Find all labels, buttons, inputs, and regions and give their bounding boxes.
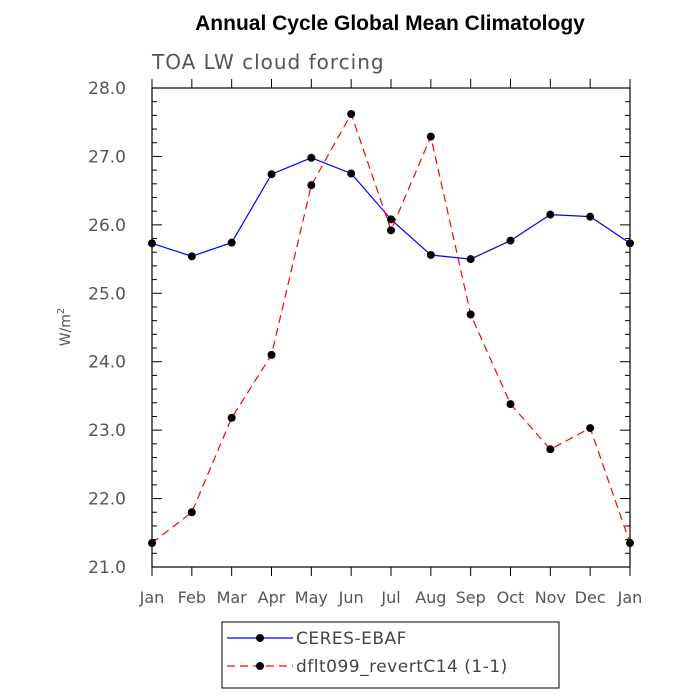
x-tick-label: Feb bbox=[178, 588, 206, 607]
series-1-point bbox=[466, 255, 475, 264]
legend-label-dflt: dflt099_revertC14 (1-1) bbox=[296, 657, 508, 677]
x-tick-label: Oct bbox=[497, 588, 525, 607]
series-layer bbox=[148, 110, 634, 548]
plot-frame bbox=[151, 87, 631, 568]
series-2-point bbox=[466, 310, 475, 319]
x-tick-label: Sep bbox=[456, 588, 486, 607]
series-2-point bbox=[426, 132, 435, 141]
y-tick-label: 26.0 bbox=[88, 216, 126, 236]
x-tick-label: Apr bbox=[258, 588, 286, 607]
chart-subtitle: TOA LW cloud forcing bbox=[151, 50, 385, 74]
series-1-point bbox=[148, 239, 156, 248]
series-2-point bbox=[626, 539, 634, 548]
series-2-point bbox=[307, 181, 316, 190]
y-tick-label: 27.0 bbox=[88, 147, 126, 167]
series-line-2 bbox=[151, 112, 631, 544]
series-2-point bbox=[187, 508, 196, 517]
axes bbox=[151, 79, 631, 576]
x-tick-label: Mar bbox=[217, 588, 248, 607]
x-tick-label: Jul bbox=[380, 588, 400, 607]
series-1-point bbox=[387, 215, 395, 224]
x-tick-label: Nov bbox=[535, 588, 566, 607]
series-1-point bbox=[586, 212, 595, 221]
series-2-point bbox=[586, 424, 595, 433]
series-1-point bbox=[426, 250, 435, 259]
y-tick-labels: 21.0 22.0 23.0 24.0 25.0 26.0 27.0 28.0 bbox=[88, 79, 126, 578]
x-tick-label: Jan bbox=[617, 588, 643, 607]
x-tick-label: Jan bbox=[139, 588, 165, 607]
y-tick-label: 25.0 bbox=[88, 284, 126, 304]
series-1-point bbox=[227, 238, 236, 247]
series-1-point bbox=[347, 169, 356, 178]
x-tick-label: Dec bbox=[575, 588, 606, 607]
series-2-point bbox=[227, 413, 236, 422]
legend-label-ceres: CERES-EBAF bbox=[296, 629, 407, 649]
y-axis-label: W/m2 bbox=[56, 308, 74, 347]
series-1-point bbox=[267, 170, 276, 179]
series-2-point bbox=[347, 110, 356, 119]
series-1-point bbox=[626, 239, 634, 248]
series-1-point bbox=[307, 153, 316, 162]
y-tick-label: 24.0 bbox=[88, 353, 126, 373]
legend-marker-ceres bbox=[256, 634, 264, 642]
x-tick-label: Aug bbox=[415, 588, 446, 607]
series-1-point bbox=[187, 252, 196, 261]
y-axis-label-superscript: 2 bbox=[56, 308, 67, 314]
legend-marker-dflt bbox=[256, 662, 264, 670]
series-line-1 bbox=[151, 157, 631, 260]
series-1-point bbox=[546, 210, 555, 219]
x-tick-labels: Jan Feb Mar Apr May Jun Jul Aug Sep Oct Nov Dec Jan bbox=[139, 588, 643, 607]
x-tick-label: May bbox=[295, 588, 328, 607]
y-tick-label: 22.0 bbox=[88, 490, 126, 510]
series-2-point bbox=[148, 539, 156, 548]
legend-box bbox=[221, 621, 560, 689]
y-tick-label: 23.0 bbox=[88, 421, 126, 441]
series-2-point bbox=[506, 400, 515, 409]
x-tick-label: Jun bbox=[338, 588, 364, 607]
y-tick-label: 21.0 bbox=[88, 558, 126, 578]
legend: CERES-EBAF dflt099_revertC14 (1-1) bbox=[221, 621, 560, 689]
y-tick-label: 28.0 bbox=[88, 79, 126, 99]
chart-title: Annual Cycle Global Mean Climatology bbox=[195, 12, 585, 35]
series-2-point bbox=[387, 226, 395, 235]
y-axis-label-text: W/m bbox=[58, 314, 74, 346]
series-2-point bbox=[546, 445, 555, 454]
series-2-point bbox=[267, 350, 276, 359]
series-1-point bbox=[506, 236, 515, 245]
